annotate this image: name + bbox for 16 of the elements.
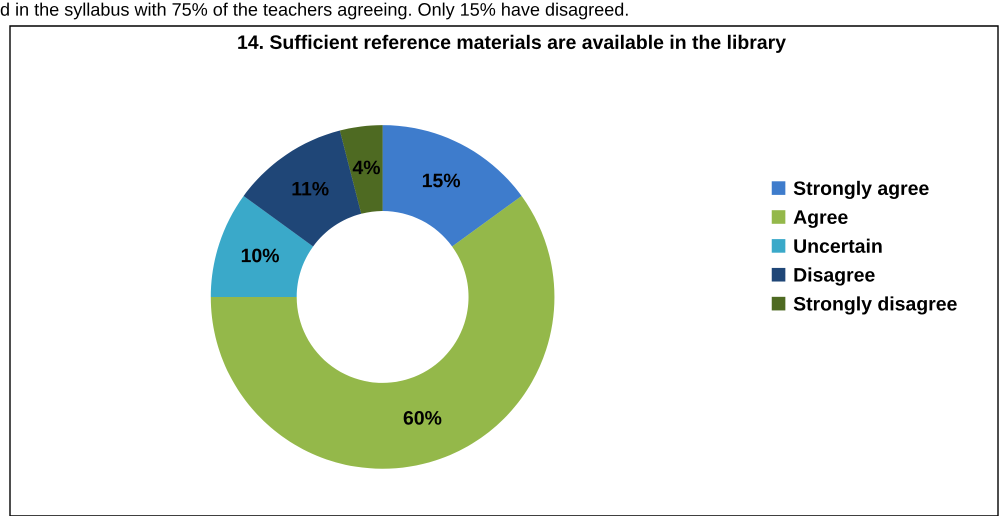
legend-label: Agree (794, 210, 848, 228)
legend-label: Uncertain (794, 238, 882, 253)
data-label: 4% (352, 160, 380, 174)
donut-slice (340, 125, 383, 214)
chart-title: 14. Sufficient reference materials are available in the library (238, 34, 786, 53)
data-label: 60% (404, 410, 442, 425)
donut-slice (210, 196, 314, 297)
text: d in the syllabus with 75% of the teachers agreeing. Only 15% have disagreed. (0, 2, 628, 20)
donut-slice (210, 196, 554, 469)
data-label: 10% (242, 248, 279, 262)
donut-slice (382, 125, 522, 246)
legend-label: Disagree (794, 267, 875, 286)
legend-label: Strongly disagree (794, 296, 957, 315)
legend-label: Strongly agree (794, 180, 929, 200)
data-label: 11% (292, 182, 329, 196)
data-label: 15% (422, 174, 460, 188)
